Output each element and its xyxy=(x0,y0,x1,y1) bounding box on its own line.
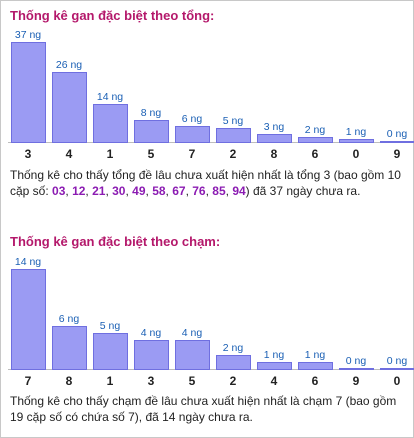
bar xyxy=(134,340,169,370)
category-label: 2 xyxy=(230,374,237,388)
number-item: 85 xyxy=(212,184,226,198)
value-label: 37 ng xyxy=(15,29,41,41)
category-label: 5 xyxy=(148,147,155,161)
separator: , xyxy=(85,184,93,198)
category-label: 5 xyxy=(189,374,196,388)
category-label: 1 xyxy=(107,147,114,161)
separator: , xyxy=(145,184,153,198)
value-label: 14 ng xyxy=(15,256,41,268)
separator: , xyxy=(125,184,133,198)
description-tong-post: ) đã 37 ngày chưa ra. xyxy=(245,184,361,198)
category-label: 6 xyxy=(312,147,319,161)
category-label: 4 xyxy=(66,147,73,161)
bar xyxy=(93,333,128,370)
bar xyxy=(339,139,374,143)
separator: , xyxy=(165,184,173,198)
bar xyxy=(93,104,128,143)
bar xyxy=(257,134,292,143)
description-tong-pre: Thống kê cho thấy tổng đề lâu chưa xuất … xyxy=(10,168,401,198)
category-label: 0 xyxy=(394,374,401,388)
category-label: 6 xyxy=(312,374,319,388)
category-label: 4 xyxy=(271,374,278,388)
category-label: 7 xyxy=(189,147,196,161)
separator: , xyxy=(225,184,233,198)
value-label: 2 ng xyxy=(223,342,244,354)
category-label: 3 xyxy=(148,374,155,388)
number-item: 58 xyxy=(152,184,166,198)
bar xyxy=(216,355,251,370)
separator: , xyxy=(205,184,213,198)
description-cham: Thống kê cho thấy chạm đề lâu chưa xuất … xyxy=(10,394,397,424)
number-item: 12 xyxy=(72,184,86,198)
bar xyxy=(175,126,210,143)
value-label: 8 ng xyxy=(141,107,162,119)
number-item: 94 xyxy=(232,184,246,198)
number-item: 03 xyxy=(52,184,66,198)
value-label: 4 ng xyxy=(141,327,162,339)
category-label: 3 xyxy=(25,147,32,161)
bar xyxy=(339,368,374,370)
section-title-tong: Thống kê gan đặc biệt theo tổng: xyxy=(10,8,215,23)
value-label: 26 ng xyxy=(56,59,82,71)
bar-chart-tong: 37 ng 3 26 ng 4 14 ng 1 8 ng 5 6 ng 7 5 ng 2 3 ng 8 2 … xyxy=(8,29,414,161)
category-label: 8 xyxy=(66,374,73,388)
category-label: 8 xyxy=(271,147,278,161)
value-label: 1 ng xyxy=(305,349,326,361)
value-label: 1 ng xyxy=(264,349,285,361)
bar xyxy=(380,141,414,143)
bar xyxy=(134,120,169,143)
category-label: 1 xyxy=(107,374,114,388)
value-label: 1 ng xyxy=(346,126,367,138)
category-label: 2 xyxy=(230,147,237,161)
number-list: 03, 12, 21, 30, 49, 58, 67, 76, 85, 94 xyxy=(52,184,246,198)
bar xyxy=(52,72,87,143)
category-label: 0 xyxy=(353,147,360,161)
category-label: 9 xyxy=(353,374,360,388)
bar xyxy=(11,269,46,370)
category-label: 9 xyxy=(394,147,401,161)
bar xyxy=(298,137,333,143)
category-label: 7 xyxy=(25,374,32,388)
bar xyxy=(298,362,333,370)
bar xyxy=(257,362,292,370)
value-label: 2 ng xyxy=(305,124,326,136)
description-tong: Thống kê cho thấy tổng đề lâu chưa xuất … xyxy=(10,167,406,199)
section-title-cham: Thống kê gan đặc biệt theo chạm: xyxy=(10,234,221,249)
value-label: 0 ng xyxy=(387,355,408,367)
number-item: 67 xyxy=(172,184,186,198)
number-item: 49 xyxy=(132,184,146,198)
number-item: 76 xyxy=(192,184,206,198)
separator: , xyxy=(185,184,193,198)
separator: , xyxy=(105,184,113,198)
value-label: 3 ng xyxy=(264,121,285,133)
value-label: 5 ng xyxy=(223,115,244,127)
separator: , xyxy=(65,184,73,198)
bar xyxy=(52,326,87,370)
value-label: 5 ng xyxy=(100,320,121,332)
value-label: 6 ng xyxy=(59,313,80,325)
bar xyxy=(380,368,414,370)
number-item: 21 xyxy=(92,184,106,198)
value-label: 6 ng xyxy=(182,113,203,125)
bar xyxy=(11,42,46,143)
bar xyxy=(175,340,210,370)
value-label: 0 ng xyxy=(387,128,408,140)
value-label: 14 ng xyxy=(97,91,123,103)
value-label: 4 ng xyxy=(182,327,203,339)
number-item: 30 xyxy=(112,184,126,198)
bar xyxy=(216,128,251,143)
value-label: 0 ng xyxy=(346,355,367,367)
